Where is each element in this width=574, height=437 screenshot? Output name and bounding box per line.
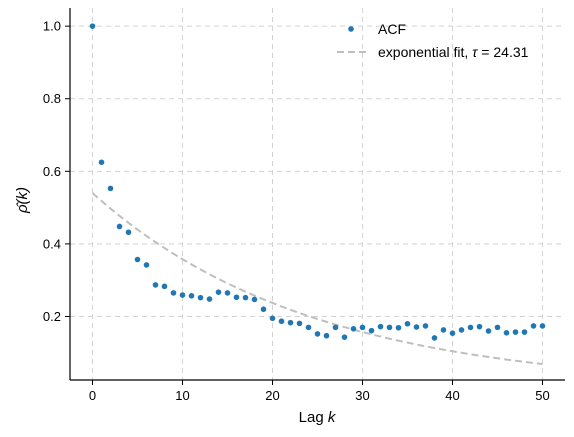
x-axis-label-variable: k xyxy=(328,409,337,426)
acf-point xyxy=(531,323,537,329)
acf-point xyxy=(126,229,132,235)
acf-point xyxy=(144,262,150,268)
acf-point xyxy=(450,330,456,336)
acf-point xyxy=(378,324,384,330)
x-axis-label: Lag k xyxy=(299,409,337,426)
acf-point xyxy=(423,323,429,329)
y-axis-label: ρ̂(k) xyxy=(14,187,31,214)
x-tick-label: 0 xyxy=(89,388,96,403)
legend-fit-label-prefix: exponential fit, xyxy=(378,44,472,60)
legend-fit-label: exponential fit, τ = 24.31 xyxy=(378,44,529,60)
x-ticks: 0 10 20 30 40 50 xyxy=(89,380,550,403)
acf-point xyxy=(234,294,240,300)
grid xyxy=(70,8,565,380)
acf-point xyxy=(297,321,303,327)
y-ticks: 0.2 0.4 0.6 0.8 1.0 xyxy=(43,19,70,324)
acf-point xyxy=(90,23,96,29)
acf-point xyxy=(288,320,294,326)
acf-point xyxy=(459,327,465,333)
acf-point xyxy=(414,324,420,330)
acf-point xyxy=(369,328,375,334)
acf-point xyxy=(405,321,411,327)
legend-fit-label-suffix: = 24.31 xyxy=(477,44,528,60)
acf-point xyxy=(504,330,510,336)
legend-acf-marker xyxy=(348,26,354,32)
x-tick-label: 20 xyxy=(265,388,279,403)
y-tick-label: 1.0 xyxy=(43,19,61,34)
acf-point xyxy=(306,325,312,331)
x-tick-label: 30 xyxy=(355,388,369,403)
acf-point xyxy=(477,324,483,330)
acf-point xyxy=(279,318,285,324)
exponential-fit-line xyxy=(93,193,543,364)
acf-point xyxy=(162,284,168,290)
acf-point xyxy=(324,333,330,339)
x-tick-label: 10 xyxy=(175,388,189,403)
acf-point xyxy=(225,290,231,296)
acf-point xyxy=(189,293,195,299)
acf-point xyxy=(360,325,366,331)
acf-point xyxy=(207,296,213,302)
acf-point xyxy=(351,326,357,332)
acf-point xyxy=(216,289,222,295)
x-tick-label: 40 xyxy=(445,388,459,403)
acf-point xyxy=(117,224,123,230)
acf-point xyxy=(270,316,276,322)
axes xyxy=(70,8,565,380)
exponential-fit-series xyxy=(93,193,543,364)
acf-series xyxy=(90,23,546,340)
x-axis-label-text: Lag xyxy=(299,409,328,426)
acf-point xyxy=(333,325,339,331)
x-tick-label: 50 xyxy=(535,388,549,403)
acf-point xyxy=(99,159,105,165)
acf-point xyxy=(315,331,321,337)
acf-point xyxy=(540,323,546,329)
acf-point xyxy=(342,334,348,340)
acf-point xyxy=(261,306,267,312)
acf-point xyxy=(468,325,474,331)
acf-point xyxy=(108,186,114,192)
acf-point xyxy=(522,329,528,335)
acf-point xyxy=(252,297,258,303)
legend: ACF exponential fit, τ = 24.31 xyxy=(337,21,529,60)
acf-point xyxy=(513,329,519,335)
y-tick-label: 0.2 xyxy=(43,309,61,324)
acf-point xyxy=(432,335,438,341)
acf-point xyxy=(135,257,141,263)
acf-point xyxy=(441,327,447,333)
acf-point xyxy=(396,325,402,331)
legend-acf-label: ACF xyxy=(378,21,406,37)
acf-point xyxy=(180,292,186,298)
acf-point xyxy=(243,295,249,301)
y-tick-label: 0.4 xyxy=(43,236,61,251)
acf-point xyxy=(153,282,159,288)
acf-point xyxy=(486,328,492,334)
acf-point xyxy=(198,295,204,301)
y-tick-label: 0.8 xyxy=(43,91,61,106)
acf-point xyxy=(171,290,177,296)
acf-point xyxy=(387,325,393,331)
acf-point xyxy=(495,325,501,331)
y-tick-label: 0.6 xyxy=(43,164,61,179)
